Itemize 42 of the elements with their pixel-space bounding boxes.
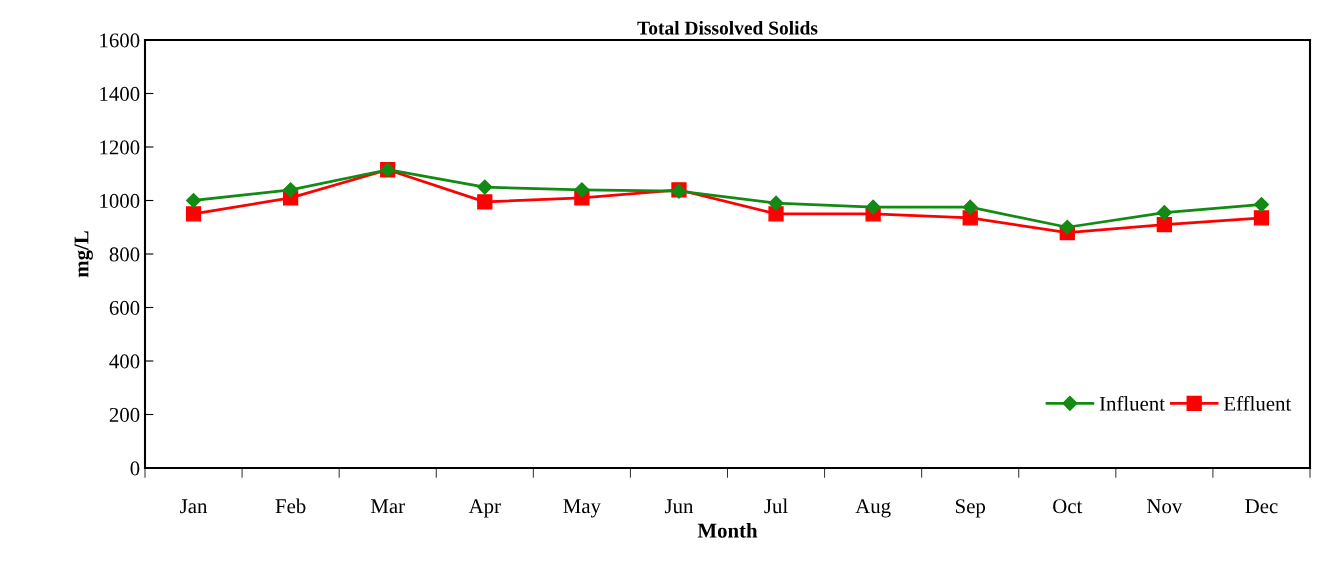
point [768,195,784,211]
y-tick-label: 1600 [100,33,140,48]
point [768,206,784,222]
point [477,194,493,210]
y-tick-label: 800 [109,247,140,262]
x-tick-label: Sep [955,499,986,518]
point [962,210,978,226]
point [185,192,202,209]
x-axis-title: Month [697,523,758,538]
chart-title: Total Dissolved Solids [637,20,818,35]
point [185,206,202,222]
x-tick-label: Jun [664,499,694,514]
x-tick-label: Mar [370,499,405,514]
legend-label: Effluent [1223,395,1292,411]
x-tick-label: Feb [275,498,306,514]
point [283,182,299,198]
x-tick-label: Aug [855,499,891,518]
point [962,199,978,215]
x-tick-label: Jul [764,498,788,514]
point [1059,219,1075,235]
point [865,199,881,215]
y-axis-title: mg/L [74,231,93,278]
point [1253,196,1270,213]
y-tick-label: 1400 [100,86,140,101]
y-tick-label: 200 [109,407,140,422]
x-tick-label: May [563,499,601,518]
y-tick-label: 600 [109,300,140,315]
y-tick-label: 1200 [100,140,140,155]
point [477,179,493,195]
legend-label: Influent [1099,395,1165,411]
point [1253,210,1270,226]
y-tick-label: 400 [109,354,140,369]
x-tick-label: Dec [1245,499,1278,514]
x-tick-label: Oct [1053,499,1083,514]
point [574,182,590,198]
y-tick-label: 0 [130,461,140,476]
point [1156,204,1172,221]
point [1156,216,1173,233]
x-tick-label: Jan [180,499,208,514]
x-tick-label: Apr [468,499,501,518]
x-tick-label: Nov [1147,499,1183,514]
y-tick-label: 1000 [100,193,140,208]
